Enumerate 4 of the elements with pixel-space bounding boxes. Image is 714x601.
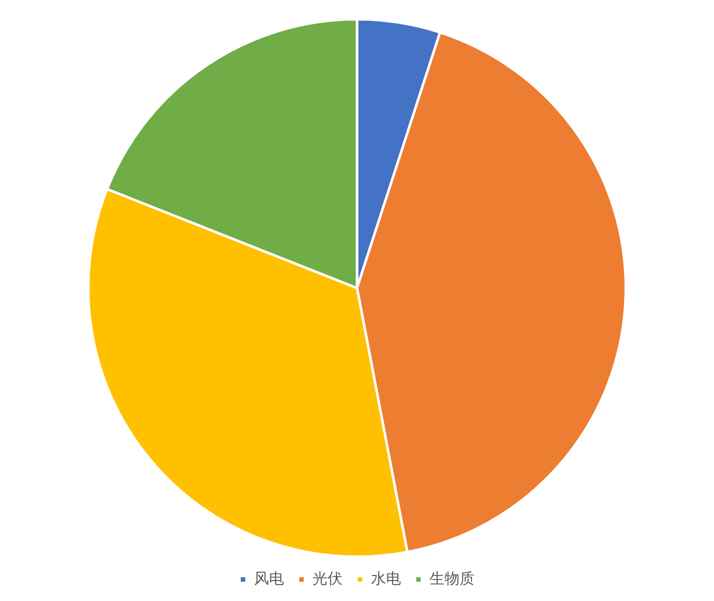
legend-label: 光伏 (312, 569, 342, 588)
legend-label: 水电 (371, 569, 401, 588)
legend-label: 生物质 (430, 569, 474, 588)
legend-label: 风电 (254, 569, 284, 588)
